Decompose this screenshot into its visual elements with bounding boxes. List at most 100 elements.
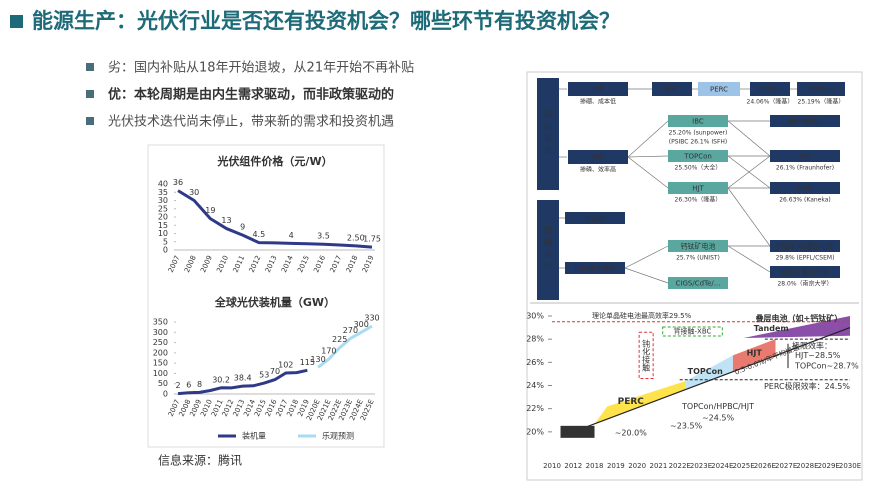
node: [568, 150, 628, 164]
edge: [727, 120, 771, 157]
x-tick-label: 2025E: [732, 462, 754, 470]
title: 能源生产：光伏行业是否还有投资机会？哪些环节有投资机会？: [32, 9, 620, 33]
edge: [727, 245, 771, 273]
annotation: 钝化接触: [642, 338, 651, 372]
group-bar: [537, 200, 559, 300]
y-tick-label: 0: [163, 246, 168, 255]
data-label: 300: [354, 320, 369, 329]
annotation: 叠层电池（如+钙钛矿）: [756, 313, 843, 323]
y-tick-label: 250: [153, 338, 168, 347]
annotation: ~24.5%: [702, 413, 735, 422]
x-tick-label: 2030E: [839, 462, 861, 470]
annotation: TOPCon/HPBC/HJT: [681, 402, 754, 411]
x-tick-label: 2026E: [754, 462, 776, 470]
node: [568, 82, 628, 96]
node: [668, 115, 728, 127]
xbc-box: [662, 326, 723, 337]
y-tick-label: 0: [163, 390, 168, 399]
node-label: BSF: [665, 86, 678, 94]
node-note: 25.20% (sunpower): [669, 130, 728, 137]
data-line: [177, 189, 373, 249]
node-note: 29.8% (EPFL/CSEM): [776, 255, 835, 262]
node-label: 钙钛矿电池: [681, 242, 716, 251]
annotation: Al-BSF: [565, 428, 591, 436]
y-tick-label: 20%: [526, 427, 544, 436]
node: [652, 82, 692, 96]
bullet-marker: [86, 117, 94, 125]
data-label: 2: [175, 381, 180, 390]
y-tick-label: 50: [158, 379, 168, 388]
y-tick-label: 5: [163, 237, 168, 246]
data-label: 53: [259, 371, 269, 380]
node: [797, 82, 845, 96]
x-tick-label: 2021: [650, 462, 668, 470]
data-label: 115: [300, 358, 315, 367]
y-tick-label: 10: [158, 229, 168, 238]
x-tick-label: 2010: [543, 462, 561, 470]
y-tick-label: 15: [158, 221, 168, 230]
data-label: 225: [332, 335, 347, 344]
data-label: 36: [173, 178, 183, 187]
edge: [727, 187, 771, 247]
y-tick-label: 40: [158, 180, 168, 189]
node-label: 钙钛矿叠层电池: [781, 268, 830, 277]
data-line: [177, 368, 308, 396]
annotation: HJT: [747, 349, 763, 358]
data-label: 9: [240, 223, 245, 232]
y-tick-label: 30: [158, 196, 168, 205]
node-label: PERC+: [758, 86, 782, 94]
node-note: 26.1% (Fraunhofer): [776, 165, 834, 172]
x-tick-label: 2018: [586, 462, 604, 470]
node-label: IBC: [692, 118, 704, 126]
node-label: PERC: [710, 86, 728, 94]
perc-region: [594, 380, 687, 424]
node: [770, 150, 840, 162]
data-label: 38.4: [234, 374, 252, 383]
y-tick-label: 22%: [526, 404, 544, 413]
edge: [624, 245, 669, 269]
node-note: 26.63% (Kaneka): [779, 197, 831, 204]
data-label: 4.5: [252, 230, 265, 239]
annotation: 理论单晶硅电池最高效率29.5%: [592, 311, 692, 320]
node-note: 26.30%（隆基）: [675, 196, 722, 204]
group-label: 晶硅电池: [544, 110, 553, 158]
y-tick-label: 350: [153, 318, 168, 327]
node-label: 非晶硅: [585, 214, 606, 223]
y-tick-label: 300: [153, 328, 168, 337]
bullet-marker: [86, 63, 94, 71]
node: [750, 82, 790, 96]
x-tick-label: 2019: [607, 462, 625, 470]
node-note: 25.7% (UNIST): [676, 255, 720, 262]
data-label: 8: [197, 380, 202, 389]
node: [770, 240, 840, 252]
y-tick-label: 150: [153, 359, 168, 368]
bullet: 光伏技术迭代尚未停止，带来新的需求和投资机遇: [108, 114, 394, 130]
data-label: 30: [189, 188, 199, 197]
y-tick-label: 200: [153, 348, 168, 357]
x-tick-label: 2029E: [818, 462, 840, 470]
x-tick-label: 2027E: [775, 462, 797, 470]
bullet: 优：本轮周期是由内生需求驱动，而非政策驱动的: [108, 87, 394, 103]
data-label: 102: [278, 361, 293, 370]
annotation: TOPCon~28.7%: [794, 361, 859, 370]
node: [698, 82, 740, 96]
title-marker: [10, 15, 23, 28]
node-label: N型: [592, 153, 604, 162]
annotation: 背接触-XBC: [674, 327, 712, 336]
node: [668, 277, 728, 289]
node: [668, 182, 728, 194]
x-tick-label: 2022E: [669, 462, 691, 470]
y-tick-label: 28%: [526, 335, 544, 344]
node-note: (PSIBC 26.1% ISFH): [669, 139, 728, 146]
edge: [624, 267, 669, 284]
annotation: PERC: [618, 397, 645, 407]
x-tick-label: 2012: [564, 462, 582, 470]
data-label: 270: [343, 326, 358, 335]
data-label: 13: [221, 216, 231, 225]
y-tick-label: 100: [153, 369, 168, 378]
data-label: 1.75: [363, 235, 381, 244]
bullet: 劣：国内补贴从18年开始退坡，从21年开始不再补贴: [108, 60, 414, 76]
node-label: 钙钛矿/硅叠层电池: [776, 242, 834, 251]
group-bar: [537, 78, 559, 190]
